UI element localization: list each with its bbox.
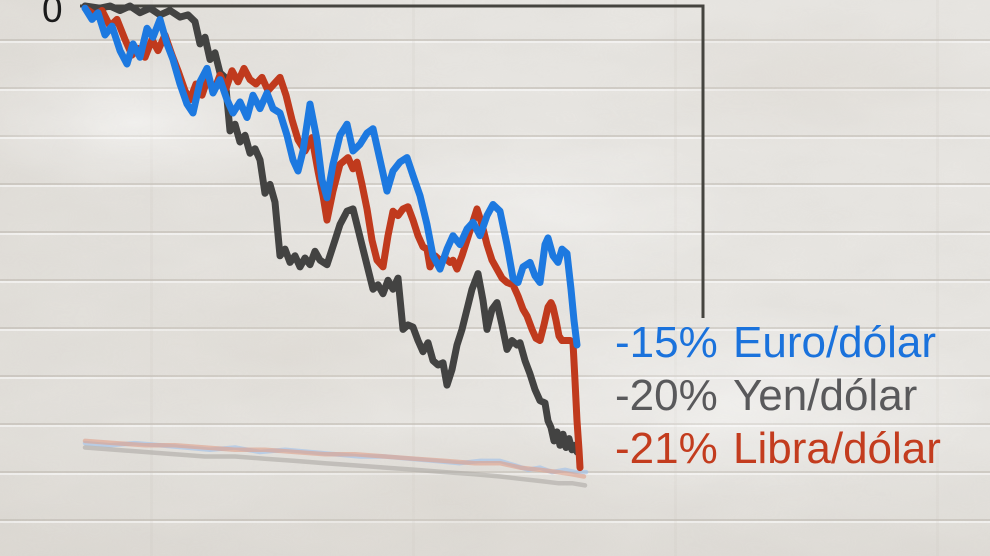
legend-change-value: -20% (615, 371, 718, 420)
y-axis-zero-label: 0 (42, 0, 63, 30)
faded-line-libra-shadow (82, 438, 587, 479)
legend-change-value: -21% (615, 424, 718, 473)
legend-series-name: Yen/dólar (733, 371, 918, 420)
legend-series-name: Libra/dólar (733, 424, 941, 473)
legend-series-name: Euro/dólar (733, 318, 937, 367)
axis-frame (80, 4, 705, 318)
faded-line-yen-shadow (82, 445, 588, 488)
legend-change-value: -15% (615, 318, 718, 367)
legend-row-yen: -20% Yen/dólar (615, 369, 941, 422)
series-line-euro (81, 4, 581, 349)
legend-row-libra: -21% Libra/dólar (615, 422, 941, 475)
series-line-yen (81, 2, 581, 456)
series-line-libra (81, 4, 584, 472)
legend: -15% Euro/dólar -20% Yen/dólar -21% Libra/dól… (615, 316, 941, 475)
legend-row-euro: -15% Euro/dólar (615, 316, 941, 369)
